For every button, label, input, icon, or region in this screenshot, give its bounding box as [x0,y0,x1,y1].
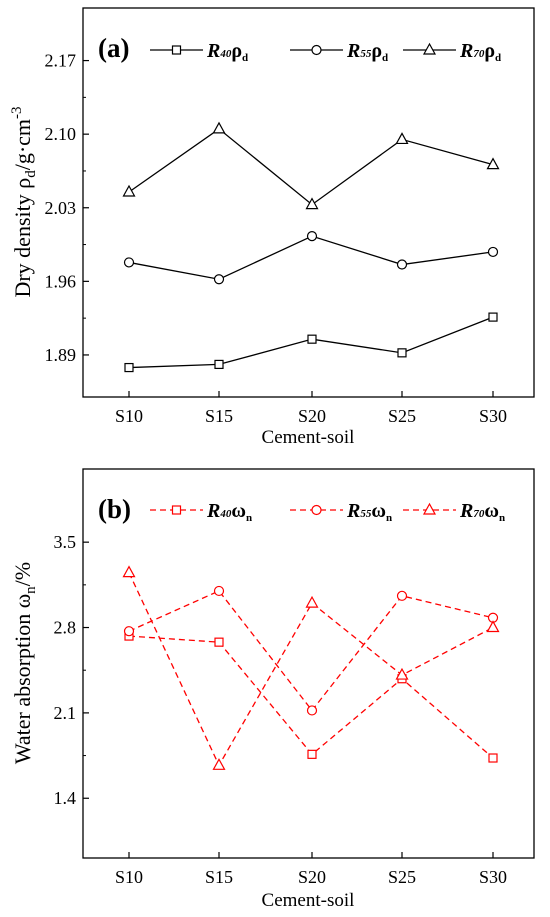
x-axis-label-a: Cement-soil [262,427,355,448]
legend-marker-triangle [422,42,437,55]
data-point-square [307,334,317,344]
data-point-square [488,753,498,763]
y-tick-label: 1.96 [45,271,77,291]
data-point-square [307,749,317,759]
data-point-circle [306,705,318,716]
data-point-circle [213,585,225,597]
y-ticks-a: 1.89 1.96 2.03 2.10 2.17 [45,51,89,365]
series-line-triangle [128,572,494,767]
legend-label: R40ρd [206,40,248,64]
series-line-triangle [128,128,494,206]
legend-a: R40ρd R55ρd R70ρd [150,40,501,64]
data-point-square [397,348,407,358]
data-point-square [124,362,134,373]
legend-marker-circle [311,504,322,516]
x-tick-label: S20 [298,867,326,887]
legend-label: R55ρd [346,40,388,64]
legend-label: R40ωn [206,500,252,524]
chart-panel-b: (b) Cement-soil Water absorption ωn/% 1.… [10,468,535,911]
panel-label-a: (a) [98,33,129,63]
y-tick-label: 1.89 [45,345,77,365]
data-point-circle [123,626,135,637]
data-point-circle [487,246,499,258]
legend-marker-square [171,505,182,515]
data-point-triangle [395,132,409,145]
data-point-circle [306,231,318,242]
series-line-circle [128,590,494,712]
legend-label: R70ωn [459,500,505,524]
data-point-triangle [395,667,409,680]
data-point-circle [396,259,408,270]
x-tick-label: S20 [298,406,326,426]
series-group-b [122,565,500,770]
data-point-triangle [486,620,500,633]
data-point-triangle [122,565,136,578]
data-point-circle [123,257,135,268]
legend-b: R40ωn R55ωn R70ωn [150,500,505,524]
data-point-square [214,637,224,647]
x-tick-label: S25 [388,867,416,887]
data-point-triangle [122,184,136,197]
x-tick-label: S30 [479,867,507,887]
x-axis-label-b: Cement-soil [262,890,355,911]
series-line-circle [128,235,494,280]
data-point-triangle [486,157,500,170]
y-tick-label: 2.8 [54,618,77,638]
y-ticks-b: 1.4 2.1 2.8 3.5 [54,532,89,808]
y-axis-label-b: Water absorption ωn/% [10,562,39,764]
plot-frame-a [82,7,535,398]
legend-label: R70ρd [459,40,501,64]
series-group-a [122,121,500,373]
x-tick-label: S15 [205,406,233,426]
x-ticks-a: S10 S15 S20 S25 S30 [115,391,507,426]
series-line-square [128,635,494,759]
y-tick-label: 3.5 [54,532,77,552]
x-tick-label: S15 [205,867,233,887]
data-point-square [488,312,498,322]
y-tick-label: 2.1 [54,703,77,723]
data-point-triangle [305,595,319,608]
x-tick-label: S10 [115,406,143,426]
x-tick-label: S30 [479,406,507,426]
data-point-circle [213,274,225,285]
data-point-square [214,359,224,370]
plot-frame-b [82,468,535,859]
legend-marker-circle [311,44,322,56]
y-axis-label-a: Dry density ρd/g·cm-3 [9,106,39,297]
y-tick-label: 1.4 [54,788,77,808]
y-tick-label: 2.03 [45,198,77,218]
data-point-triangle [212,121,226,134]
legend-marker-square [171,45,182,55]
y-tick-label: 2.17 [45,51,77,71]
panel-label-b: (b) [98,494,131,524]
x-tick-label: S25 [388,406,416,426]
legend-marker-triangle [422,502,437,515]
legend-label: R55ωn [346,500,392,524]
data-point-triangle [212,758,226,770]
x-ticks-b: S10 S15 S20 S25 S30 [115,852,507,887]
data-point-triangle [305,197,319,210]
data-point-circle [396,590,408,601]
x-tick-label: S10 [115,867,143,887]
y-tick-label: 2.10 [45,124,77,144]
chart-panel-a: (a) Cement-soil Dry density ρd/g·cm-3 1.… [9,7,535,448]
